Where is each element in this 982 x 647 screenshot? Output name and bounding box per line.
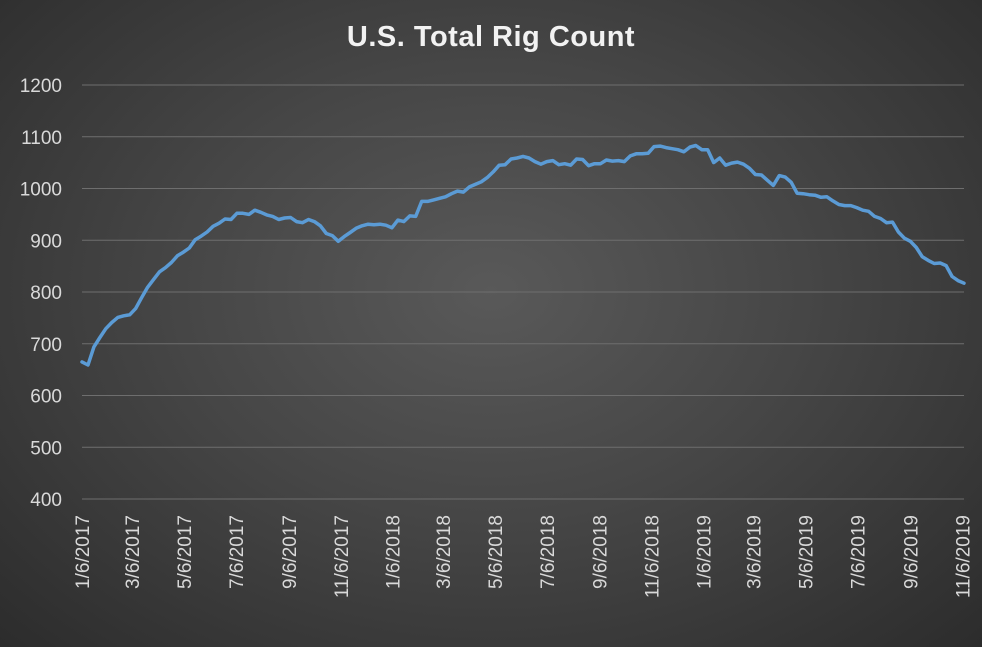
y-tick-label: 800 — [30, 283, 62, 304]
x-tick-label: 1/6/2019 — [694, 515, 715, 589]
x-tick-label: 7/6/2018 — [538, 515, 559, 589]
x-tick-label: 11/6/2017 — [332, 515, 353, 598]
y-tick-label: 1100 — [21, 128, 62, 149]
x-tick-label: 3/6/2019 — [745, 515, 766, 589]
x-tick-label: 11/6/2018 — [643, 515, 664, 598]
y-tick-label: 400 — [30, 490, 62, 511]
x-tick-label: 7/6/2017 — [227, 515, 248, 589]
x-tick-label: 9/6/2017 — [280, 515, 301, 589]
y-tick-label: 700 — [30, 335, 62, 356]
x-tick-label: 3/6/2018 — [434, 515, 455, 589]
x-tick-label: 5/6/2017 — [175, 515, 196, 589]
x-tick-label: 5/6/2019 — [797, 515, 818, 589]
x-tick-label: 5/6/2018 — [486, 515, 507, 589]
series-line-0 — [80, 143, 966, 367]
chart-title: U.S. Total Rig Count — [347, 21, 635, 53]
y-tick-label: 1000 — [20, 180, 62, 201]
y-tick-label: 1200 — [20, 76, 62, 97]
y-tick-label: 600 — [30, 387, 62, 408]
x-tick-label: 11/6/2019 — [953, 515, 974, 598]
x-axis-tick-labels: 1/6/2017 3/6/2017 5/6/2017 7/6/2017 9/6/2017… — [73, 515, 974, 598]
gridlines — [82, 84, 964, 500]
x-tick-label: 9/6/2018 — [591, 515, 612, 589]
y-tick-label: 900 — [30, 231, 62, 252]
x-tick-label: 1/6/2017 — [73, 515, 94, 589]
x-tick-label: 3/6/2017 — [123, 515, 144, 589]
y-tick-label: 500 — [30, 438, 62, 459]
x-tick-label: 7/6/2019 — [849, 515, 870, 589]
x-tick-label: 1/6/2018 — [384, 515, 405, 589]
x-tick-label: 9/6/2019 — [901, 515, 922, 589]
series-layer — [80, 143, 966, 367]
y-axis-tick-labels: 400 500 600 700 800 900 1000 1100 1200 — [20, 76, 62, 511]
